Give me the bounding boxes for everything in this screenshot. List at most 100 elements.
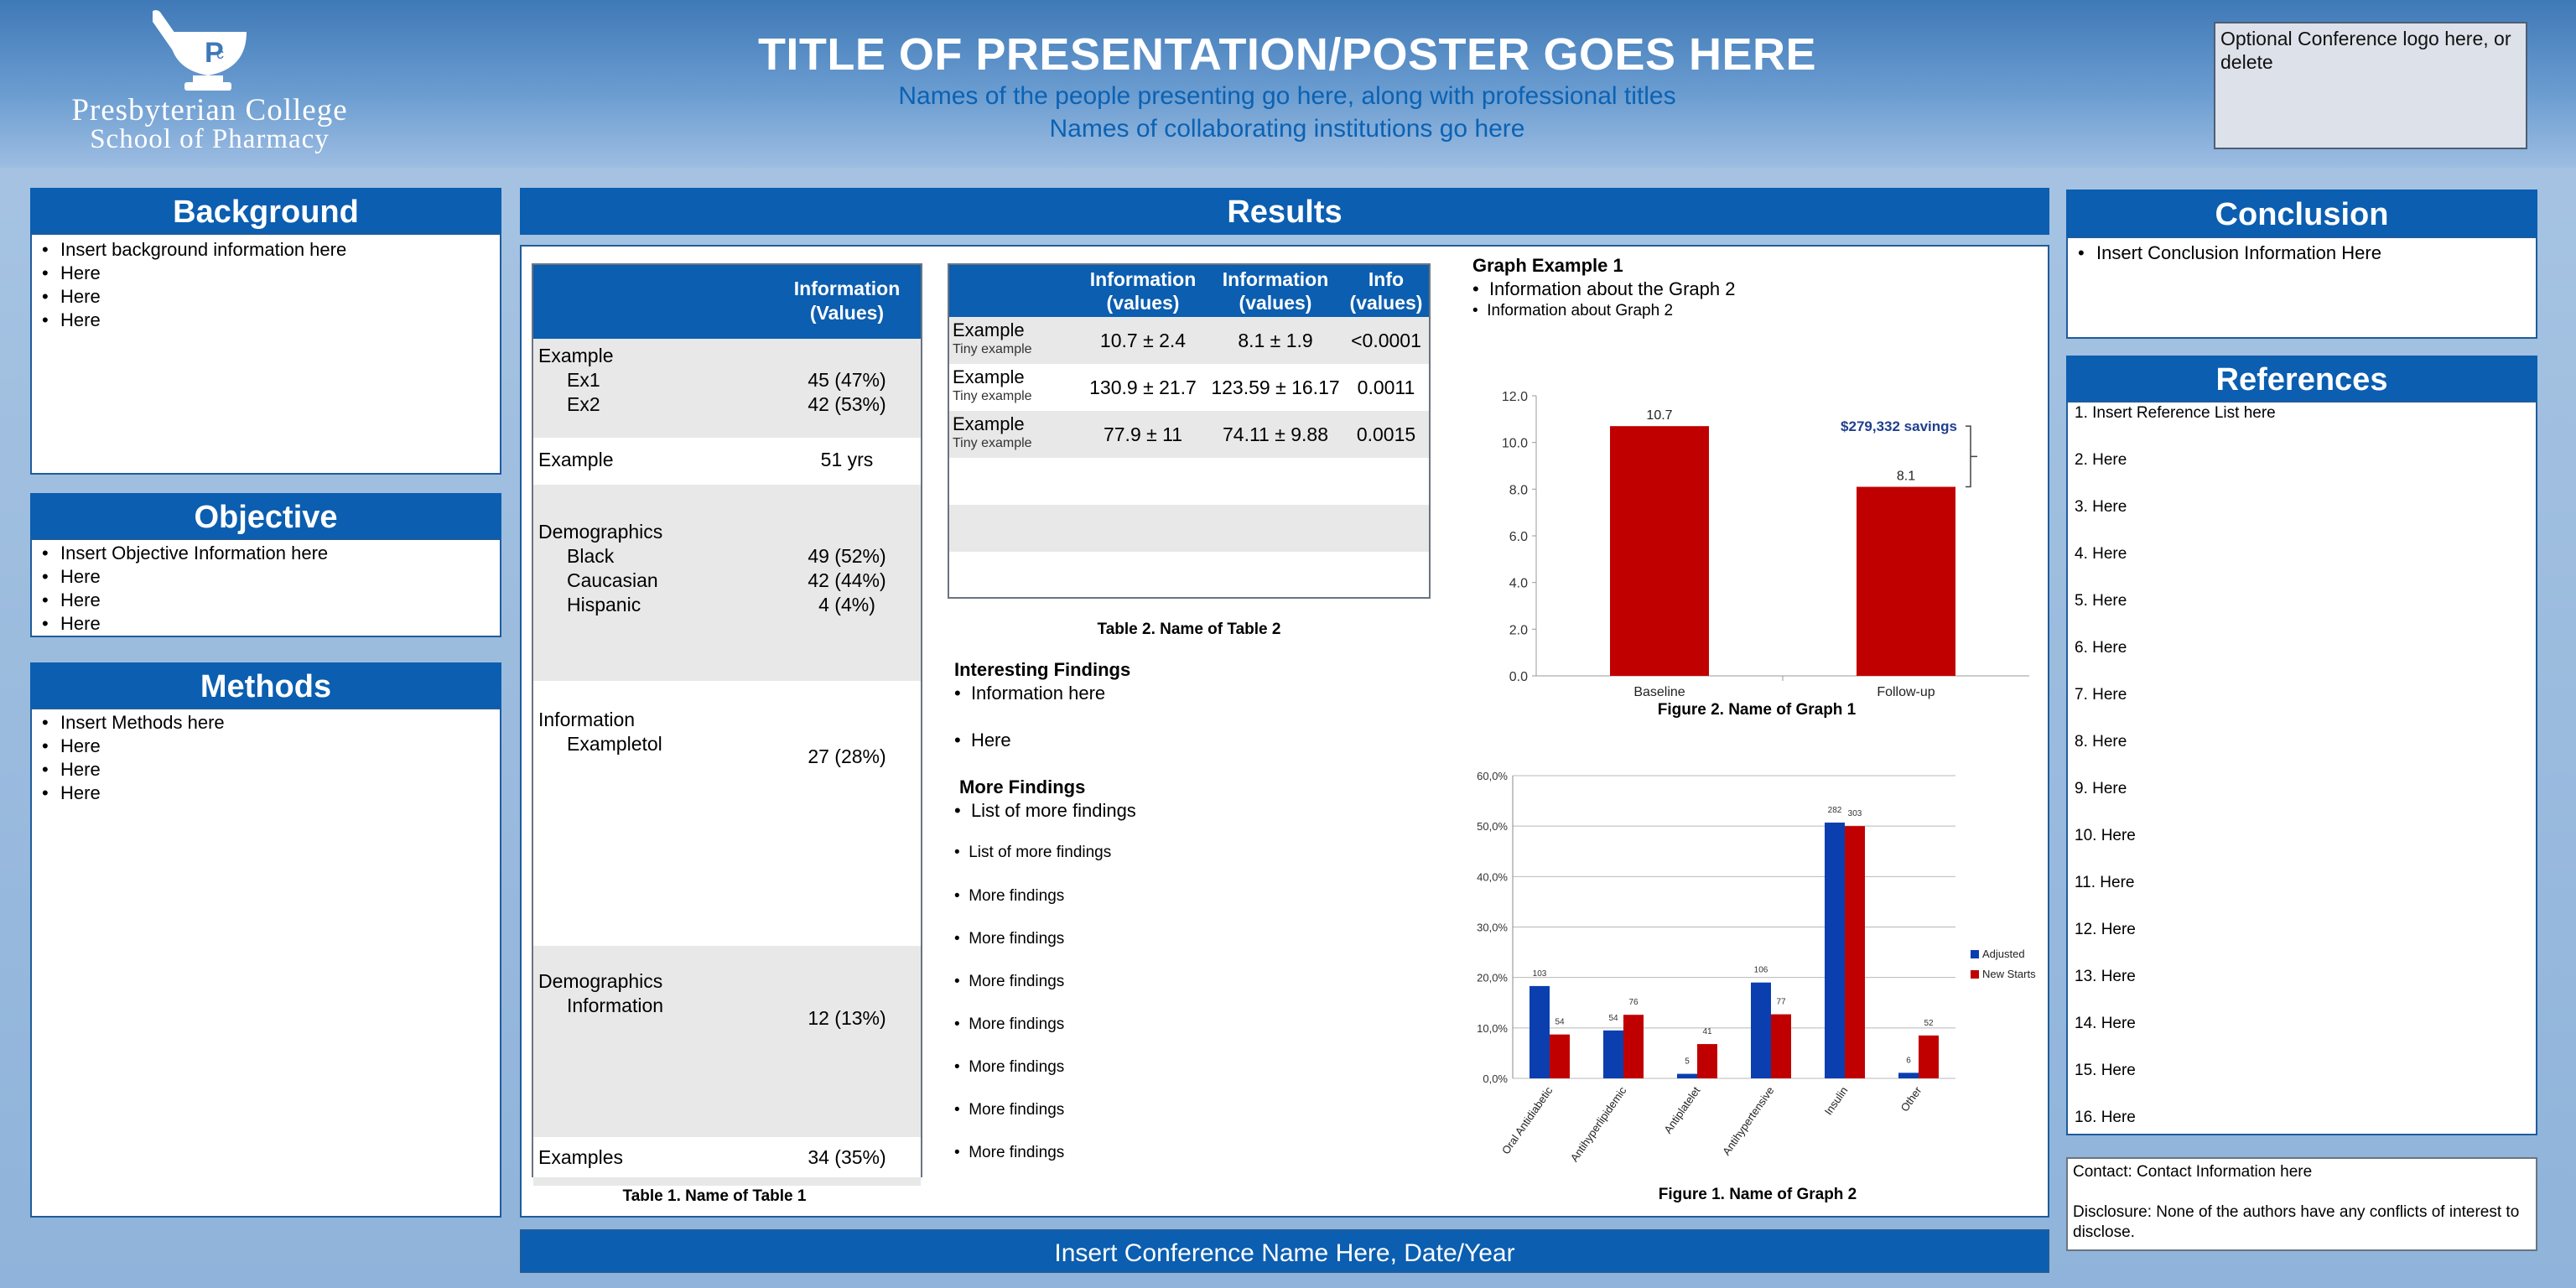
- table-row: Example Ex1 45 (47%) Ex2 42 (53%): [533, 339, 921, 438]
- background-item: Here: [37, 262, 495, 285]
- findings-item: • More findings: [954, 973, 1065, 990]
- objective-item: Here: [37, 565, 495, 589]
- bar: [1677, 1073, 1697, 1078]
- row-value: 74.11 ± 9.88: [1222, 423, 1329, 445]
- x-tick-label: Antiplatelet: [1661, 1084, 1702, 1136]
- x-tick-label: Oral Antidiabetic: [1499, 1084, 1555, 1157]
- reference-item: 1. Insert Reference List here: [2075, 404, 2276, 422]
- reference-item: 11. Here: [2075, 874, 2135, 891]
- bar: [1898, 1072, 1919, 1078]
- row-label: Example: [953, 413, 1025, 434]
- y-tick-label: 30,0%: [1477, 922, 1508, 934]
- bar-value-label: 77: [1776, 998, 1786, 1007]
- bar: [1845, 826, 1865, 1078]
- table-row: Example 51 yrs: [533, 438, 921, 485]
- objective-item: Here: [37, 612, 495, 636]
- row-label: Example: [953, 319, 1025, 340]
- reference-item: 2. Here: [2075, 451, 2127, 469]
- row-label: Demographics: [538, 521, 663, 543]
- graph-example-item: • Information about Graph 2: [1472, 302, 1674, 319]
- reference-item: 15. Here: [2075, 1062, 2136, 1079]
- bar: [1771, 1014, 1791, 1078]
- bar: [1610, 426, 1709, 676]
- row-sublabel: Black: [567, 545, 615, 567]
- row-sublabel: Tiny example: [953, 389, 1032, 403]
- findings-heading: Interesting Findings: [954, 659, 1131, 680]
- row-value: 123.59 ± 16.17: [1211, 377, 1340, 398]
- x-tick-label: Antihypertensive: [1720, 1084, 1776, 1157]
- bar: [1550, 1034, 1570, 1078]
- poster-title: TITLE OF PRESENTATION/POSTER GOES HERE: [757, 29, 1817, 80]
- graph-example-item: • Information about the Graph 2: [1472, 278, 1736, 299]
- table-2-header: Information (values): [1089, 268, 1197, 314]
- table-row: [949, 552, 1429, 599]
- contact-info: Contact: Contact Information here: [2073, 1163, 2313, 1181]
- findings-item: • More findings: [954, 1058, 1065, 1076]
- y-tick-label: 10,0%: [1477, 1022, 1508, 1035]
- bar: [1751, 982, 1771, 1078]
- table-1-header: Information (Values): [793, 278, 901, 324]
- figure-1-caption: Figure 1. Name of Graph 2: [1658, 1186, 1857, 1203]
- table-1-header-row: Information (Values): [533, 265, 921, 339]
- row-value: 49 (52%): [808, 545, 886, 567]
- findings-item: • Information here: [954, 683, 1106, 704]
- reference-item: 3. Here: [2075, 498, 2127, 516]
- bar: [1697, 1044, 1717, 1078]
- legend-label: New Starts: [1982, 968, 2036, 980]
- bar: [1530, 985, 1550, 1078]
- y-tick-label: 60,0%: [1477, 770, 1508, 782]
- bar-value-label: 303: [1848, 809, 1862, 818]
- row-value: 34 (35%): [808, 1146, 886, 1168]
- reference-item: 5. Here: [2075, 592, 2127, 610]
- row-value: 4 (4%): [818, 594, 875, 615]
- table-2-header-row: [949, 265, 1429, 317]
- row-value: 27 (28%): [808, 745, 886, 767]
- logo-college-name: Presbyterian College: [71, 93, 348, 127]
- more-findings-list: • List of more findings • List of more f…: [954, 800, 1424, 1177]
- table-2: Information (values) Information (values…: [948, 263, 1431, 599]
- x-tick-label: Baseline: [1633, 685, 1685, 699]
- x-tick-label: Antihyperlipidemic: [1568, 1084, 1629, 1164]
- row-sublabel: Ex2: [567, 393, 600, 415]
- table-row: [949, 505, 1429, 552]
- reference-item: 16. Here: [2075, 1109, 2136, 1126]
- bar-value-label: 76: [1628, 998, 1639, 1007]
- references-panel: 1. Insert Reference List here 2. Here 3.…: [2066, 401, 2537, 1135]
- row-value: 0.0011: [1357, 377, 1415, 398]
- row-label: Example: [538, 449, 614, 470]
- contact-panel: Contact: Contact Information here Disclo…: [2066, 1157, 2537, 1251]
- table-row: Example Tiny example 130.9 ± 21.7 123.59…: [949, 364, 1429, 411]
- row-value: 42 (53%): [808, 393, 886, 415]
- y-tick-label: 10.0: [1502, 437, 1528, 451]
- conclusion-heading: Conclusion: [2066, 190, 2537, 236]
- background-heading: Background: [30, 188, 501, 233]
- row-value: 77.9 ± 11: [1103, 423, 1183, 445]
- table-row: [949, 458, 1429, 505]
- y-tick-label: 2.0: [1509, 623, 1528, 637]
- row-sublabel: Exampletol: [567, 733, 662, 755]
- row-label: Information: [538, 709, 636, 730]
- bar: [1825, 822, 1845, 1078]
- bar-value-label: 282: [1828, 806, 1842, 815]
- methods-item: Here: [37, 735, 495, 758]
- savings-annotation: $279,332 savings: [1841, 418, 1957, 434]
- findings-item: • More findings: [954, 1101, 1065, 1119]
- conference-logo-placeholder: Optional Conference logo here, or delete: [2214, 22, 2527, 149]
- y-tick-label: 40,0%: [1477, 870, 1508, 883]
- bar-value-label: 52: [1924, 1019, 1934, 1028]
- x-tick-label: Other: [1898, 1084, 1924, 1114]
- methods-heading: Methods: [30, 662, 501, 708]
- bar: [1857, 486, 1955, 676]
- references-heading: References: [2066, 356, 2537, 401]
- row-sublabel: Caucasian: [567, 569, 658, 591]
- poster-header: [0, 0, 2576, 168]
- bar-value-label: 54: [1555, 1018, 1565, 1027]
- savings-bracket: [1966, 425, 1977, 488]
- background-panel: Insert background information here Here …: [30, 233, 501, 475]
- conclusion-panel: Insert Conclusion Information Here: [2066, 236, 2537, 339]
- methods-item: Here: [37, 758, 495, 782]
- findings-item: • More findings: [954, 1015, 1065, 1033]
- findings-item: • More findings: [954, 887, 1065, 905]
- objective-item: Insert Objective Information here: [37, 542, 495, 565]
- reference-item: 7. Here: [2075, 686, 2127, 704]
